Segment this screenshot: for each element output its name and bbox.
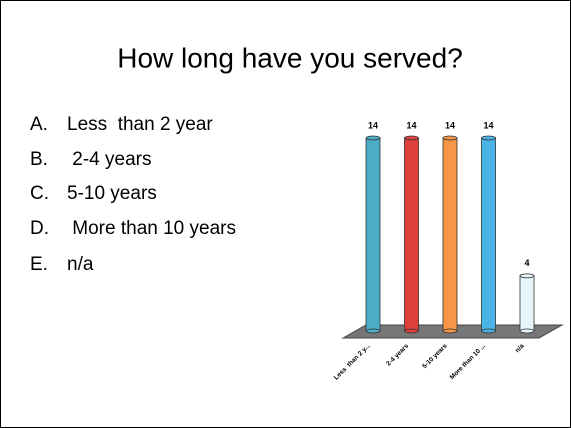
bar <box>481 137 496 332</box>
list-text: 2-4 years <box>67 149 151 170</box>
bar <box>519 275 535 332</box>
bar-cap <box>519 273 535 279</box>
x-tick-label: n/a <box>514 342 526 354</box>
data-label: 14 <box>445 120 455 130</box>
list-letter: E. <box>30 254 48 275</box>
bar <box>365 137 381 332</box>
list-letter: C. <box>30 183 49 204</box>
list-text: More than 10 years <box>67 218 236 239</box>
data-label: 4 <box>524 258 529 268</box>
list-letter: D. <box>30 218 49 239</box>
bar <box>404 137 419 332</box>
bar <box>442 137 458 332</box>
bar-base <box>481 328 496 334</box>
bar-cap <box>442 135 458 141</box>
list-letter: A. <box>30 114 48 135</box>
bar-cap <box>365 135 381 141</box>
bar-base <box>404 328 419 334</box>
list-text: Less than 2 year <box>67 114 213 135</box>
list-text: n/a <box>67 254 94 275</box>
bar-base <box>442 328 458 334</box>
bar-cap <box>481 135 496 141</box>
bar-base <box>365 328 381 334</box>
data-label: 14 <box>368 120 378 130</box>
bar-base <box>519 328 535 334</box>
slide-title: How long have you served? <box>117 42 463 73</box>
list-text: 5-10 years <box>67 183 157 204</box>
list-letter: B. <box>30 149 48 170</box>
bar-cap <box>404 135 419 141</box>
data-label: 14 <box>483 120 493 130</box>
data-label: 14 <box>406 120 416 130</box>
